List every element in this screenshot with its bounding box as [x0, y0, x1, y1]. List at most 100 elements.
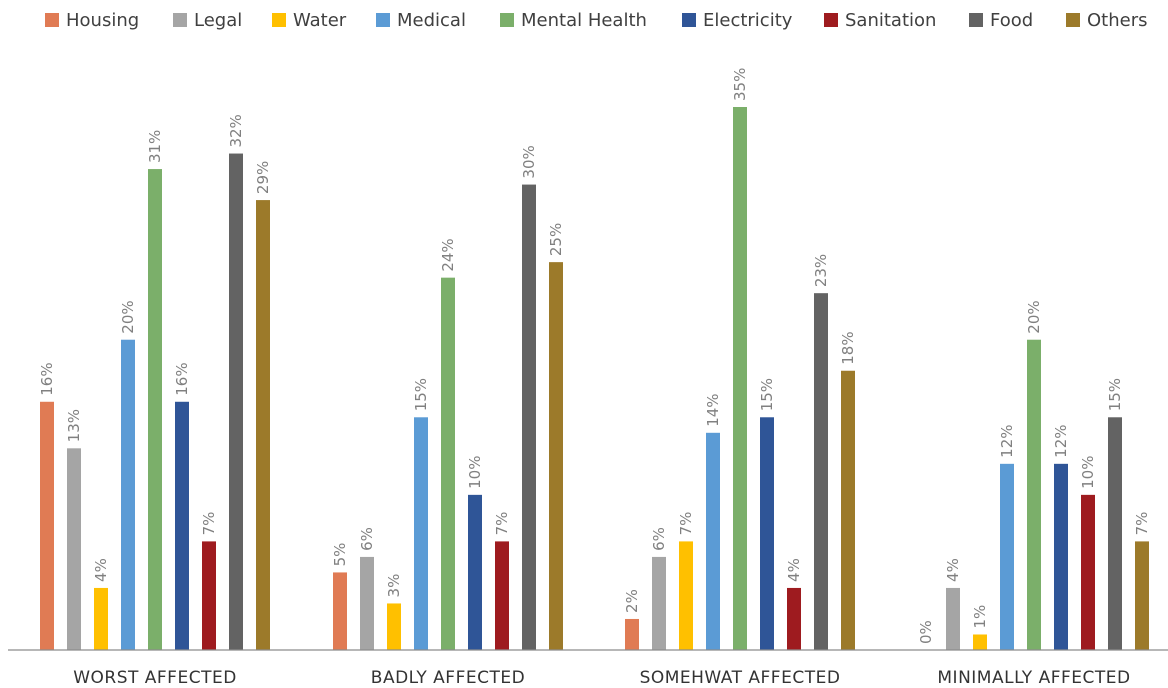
bar-badly-affected-electricity: [468, 494, 482, 650]
bar-worst-affected-water: [94, 587, 108, 650]
category-label-minimally-affected: MINIMALLY AFFECTED: [937, 668, 1130, 688]
legend-item-sanitation: Sanitation: [824, 10, 936, 31]
value-label-worst-affected-legal: 13%: [65, 409, 83, 442]
bars: [40, 107, 1149, 651]
value-label-badly-affected-others: 25%: [547, 223, 565, 256]
legend-label-medical: Medical: [397, 10, 466, 31]
bar-worst-affected-medical: [121, 339, 135, 650]
legend-swatch-legal: [173, 13, 187, 27]
value-label-somehwat-affected-food: 23%: [812, 254, 830, 287]
value-label-badly-affected-water: 3%: [385, 574, 403, 598]
value-label-worst-affected-sanitation: 7%: [200, 512, 218, 536]
legend-swatch-medical: [376, 13, 390, 27]
bar-somehwat-affected-housing: [625, 618, 639, 650]
bar-badly-affected-housing: [333, 572, 347, 650]
bar-badly-affected-medical: [414, 417, 428, 650]
bar-somehwat-affected-others: [841, 370, 855, 650]
value-label-minimally-affected-food: 15%: [1106, 378, 1124, 411]
value-label-somehwat-affected-housing: 2%: [623, 589, 641, 613]
legend-swatch-water: [272, 13, 286, 27]
bar-badly-affected-sanitation: [495, 541, 509, 650]
bar-minimally-affected-food: [1108, 417, 1122, 650]
value-label-worst-affected-housing: 16%: [38, 362, 56, 395]
value-label-somehwat-affected-mental-health: 35%: [731, 68, 749, 101]
legend-swatch-others: [1066, 13, 1080, 27]
legend-swatch-electricity: [682, 13, 696, 27]
value-label-somehwat-affected-legal: 6%: [650, 527, 668, 551]
legend-item-food: Food: [969, 10, 1033, 31]
legend-label-others: Others: [1087, 10, 1148, 31]
bar-worst-affected-food: [229, 153, 243, 651]
value-label-minimally-affected-legal: 4%: [944, 558, 962, 582]
value-label-badly-affected-housing: 5%: [331, 543, 349, 567]
legend-swatch-mental-health: [500, 13, 514, 27]
legend-swatch-sanitation: [824, 13, 838, 27]
legend-item-medical: Medical: [376, 10, 466, 31]
legend-item-housing: Housing: [45, 10, 139, 31]
category-label-badly-affected: BADLY AFFECTED: [371, 668, 525, 688]
value-label-badly-affected-legal: 6%: [358, 527, 376, 551]
bar-worst-affected-sanitation: [202, 541, 216, 650]
bar-worst-affected-housing: [40, 401, 54, 650]
bar-minimally-affected-electricity: [1054, 463, 1068, 650]
bar-worst-affected-mental-health: [148, 169, 162, 651]
legend-item-water: Water: [272, 10, 347, 31]
value-label-minimally-affected-medical: 12%: [998, 424, 1016, 457]
value-label-badly-affected-electricity: 10%: [466, 456, 484, 489]
bar-somehwat-affected-electricity: [760, 417, 774, 650]
legend-label-sanitation: Sanitation: [845, 10, 936, 31]
legend-label-water: Water: [293, 10, 347, 31]
category-label-somehwat-affected: SOMEHWAT AFFECTED: [640, 668, 841, 688]
bar-minimally-affected-mental-health: [1027, 339, 1041, 650]
bar-somehwat-affected-food: [814, 293, 828, 650]
value-label-somehwat-affected-electricity: 15%: [758, 378, 776, 411]
legend-item-others: Others: [1066, 10, 1148, 31]
bar-worst-affected-legal: [67, 448, 81, 650]
value-label-worst-affected-others: 29%: [254, 161, 272, 194]
legend-item-mental-health: Mental Health: [500, 10, 647, 31]
bar-somehwat-affected-medical: [706, 432, 720, 650]
value-label-minimally-affected-sanitation: 10%: [1079, 456, 1097, 489]
bar-worst-affected-electricity: [175, 401, 189, 650]
value-label-worst-affected-food: 32%: [227, 114, 245, 147]
value-label-badly-affected-mental-health: 24%: [439, 238, 457, 271]
value-label-badly-affected-medical: 15%: [412, 378, 430, 411]
value-label-worst-affected-mental-health: 31%: [146, 130, 164, 163]
bar-minimally-affected-water: [973, 634, 987, 650]
value-label-worst-affected-medical: 20%: [119, 300, 137, 333]
bar-badly-affected-water: [387, 603, 401, 650]
bar-somehwat-affected-sanitation: [787, 587, 801, 650]
legend-label-housing: Housing: [66, 10, 139, 31]
legend-item-legal: Legal: [173, 10, 242, 31]
bar-somehwat-affected-mental-health: [733, 107, 747, 650]
value-label-worst-affected-water: 4%: [92, 558, 110, 582]
legend-item-electricity: Electricity: [682, 10, 793, 31]
value-label-minimally-affected-housing: 0%: [917, 620, 935, 644]
value-labels: 16% 13% 4% 20% 31% 16% 7% 32% 29% 5% 6% 3% 15% 24% 10%…: [38, 68, 1151, 644]
bar-minimally-affected-medical: [1000, 463, 1014, 650]
legend-label-electricity: Electricity: [703, 10, 793, 31]
bar-somehwat-affected-water: [679, 541, 693, 650]
value-label-somehwat-affected-water: 7%: [677, 512, 695, 536]
value-label-somehwat-affected-others: 18%: [839, 331, 857, 364]
legend-swatch-housing: [45, 13, 59, 27]
value-label-minimally-affected-mental-health: 20%: [1025, 300, 1043, 333]
bar-minimally-affected-sanitation: [1081, 494, 1095, 650]
value-label-somehwat-affected-sanitation: 4%: [785, 558, 803, 582]
bar-minimally-affected-others: [1135, 541, 1149, 650]
legend-label-mental-health: Mental Health: [521, 10, 647, 31]
bar-minimally-affected-legal: [946, 587, 960, 650]
value-label-worst-affected-electricity: 16%: [173, 362, 191, 395]
legend: Housing Legal Water Medical Mental Health Ele…: [45, 10, 1148, 31]
category-label-worst-affected: WORST AFFECTED: [73, 668, 237, 688]
bar-somehwat-affected-legal: [652, 556, 666, 650]
value-label-somehwat-affected-medical: 14%: [704, 393, 722, 426]
value-label-badly-affected-food: 30%: [520, 145, 538, 178]
value-label-minimally-affected-water: 1%: [971, 605, 989, 629]
value-label-badly-affected-sanitation: 7%: [493, 512, 511, 536]
bar-worst-affected-others: [256, 200, 270, 651]
value-label-minimally-affected-others: 7%: [1133, 512, 1151, 536]
legend-label-food: Food: [990, 10, 1033, 31]
legend-label-legal: Legal: [194, 10, 242, 31]
